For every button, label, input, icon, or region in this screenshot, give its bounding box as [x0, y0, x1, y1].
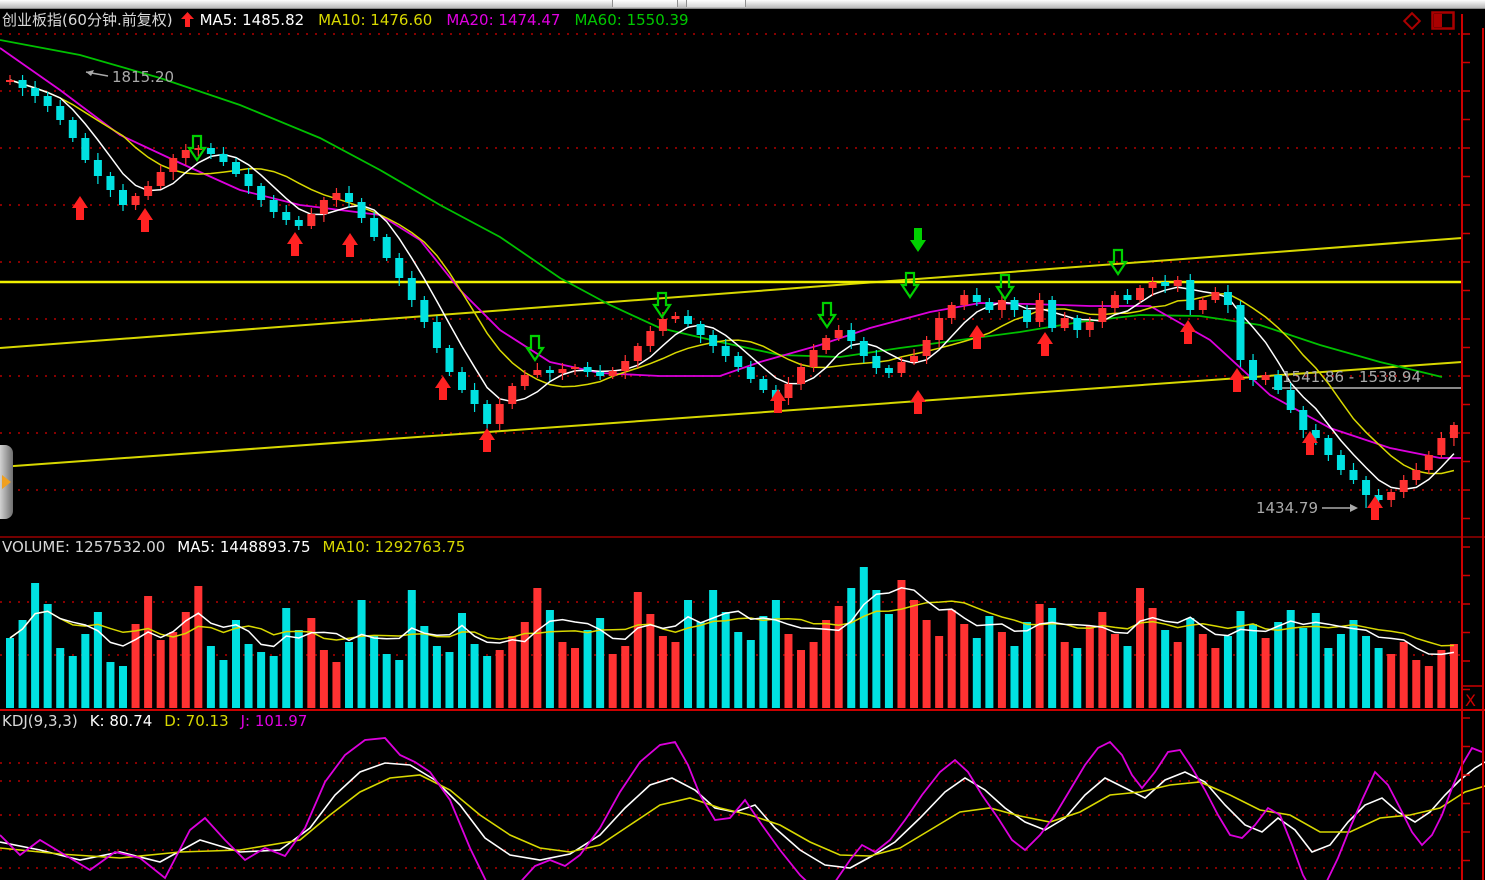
- kdj-d-value: D: 70.13: [164, 712, 229, 730]
- expand-arrow-icon: [2, 475, 11, 489]
- ma5-value: MA5: 1485.82: [199, 10, 305, 29]
- kdj-header: KDJ(9,3,3) K: 80.74 D: 70.13 J: 101.97: [2, 712, 319, 734]
- price-chart[interactable]: 1815.20 1541.86 - 1538.94 1434.79: [0, 30, 1485, 538]
- ma10-value: MA10: 1476.60: [318, 10, 433, 29]
- svg-text:1815.20: 1815.20: [112, 68, 174, 86]
- up-arrow-icon: [180, 12, 194, 27]
- header-icons: [1401, 10, 1457, 32]
- split-window-icon[interactable]: [1431, 10, 1457, 32]
- ma20-value: MA20: 1474.47: [446, 10, 561, 29]
- chart-header: 创业板指(60分钟.前复权) MA5: 1485.82 MA10: 1476.6…: [0, 9, 1485, 30]
- svg-text:1541.86 - 1538.94: 1541.86 - 1538.94: [1282, 368, 1421, 386]
- kdj-params: KDJ(9,3,3): [2, 712, 78, 730]
- volume-chart[interactable]: [0, 560, 1485, 710]
- svg-text:1434.79: 1434.79: [1256, 499, 1318, 517]
- ma60-value: MA60: 1550.39: [574, 10, 689, 29]
- panel-expand-tab[interactable]: [0, 445, 13, 519]
- volume-value: VOLUME: 1257532.00: [2, 538, 166, 556]
- instrument-title: 创业板指(60分钟.前复权): [2, 11, 173, 29]
- toolbar-bottom-strip: [0, 0, 1485, 9]
- kdj-k-value: K: 80.74: [89, 712, 153, 730]
- kdj-j-value: J: 101.97: [240, 712, 308, 730]
- volume-ma10: MA10: 1292763.75: [322, 538, 466, 556]
- toolbar-button[interactable]: [612, 0, 678, 7]
- kdj-chart[interactable]: [0, 733, 1485, 880]
- diamond-icon[interactable]: [1401, 10, 1423, 32]
- volume-header: VOLUME: 1257532.00 MA5: 1448893.75 MA10:…: [2, 538, 477, 560]
- volume-ma5: MA5: 1448893.75: [177, 538, 311, 556]
- toolbar-button[interactable]: [686, 0, 746, 7]
